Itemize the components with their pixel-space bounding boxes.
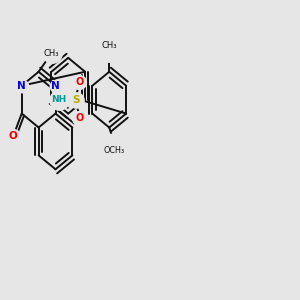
Text: N: N <box>17 81 26 91</box>
Text: O: O <box>75 112 83 123</box>
Text: NH: NH <box>51 95 67 104</box>
Text: O: O <box>75 76 83 87</box>
Text: CH₃: CH₃ <box>101 40 117 50</box>
Text: S: S <box>73 94 80 105</box>
Text: OCH₃: OCH₃ <box>103 146 124 155</box>
Text: N: N <box>51 81 60 91</box>
Text: O: O <box>9 131 18 141</box>
Text: CH₃: CH₃ <box>44 49 59 58</box>
